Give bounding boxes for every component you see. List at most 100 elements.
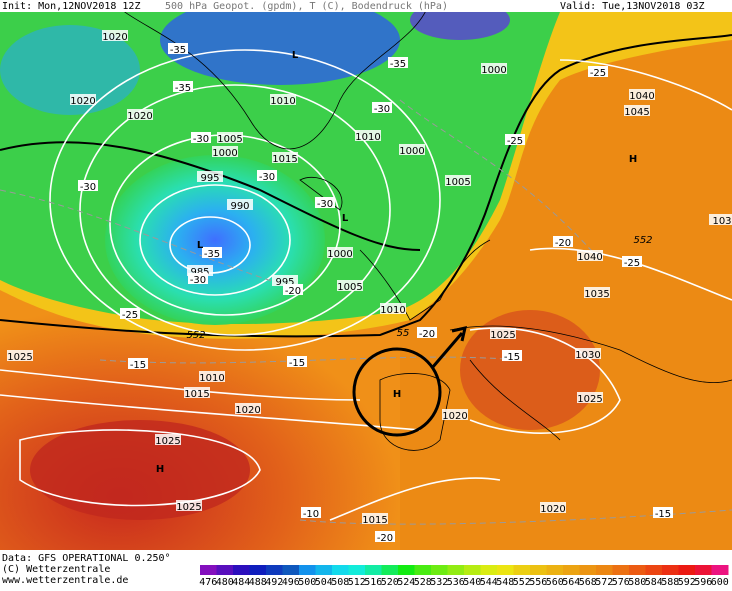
colorbar-swatch [233, 565, 250, 575]
colorbar-label: 592 [678, 577, 696, 587]
colorbar-swatch [546, 565, 564, 575]
isobar-label: 1005 [217, 134, 242, 145]
temperature-label-bg [78, 180, 98, 191]
temperature-label-bg [301, 507, 321, 518]
pressure-centre: H [156, 464, 164, 475]
isobar-label-bg [584, 287, 610, 298]
colorbar-label: 476 [199, 577, 217, 587]
isobar-label-bg [272, 152, 298, 163]
pressure-centre: H [393, 389, 401, 400]
colorbar-label: 532 [430, 577, 448, 587]
colorbar-label: 576 [612, 577, 630, 587]
temperature-label: -30 [259, 172, 275, 183]
isobar-label: 1020 [540, 504, 565, 515]
temperature-label-bg [188, 273, 208, 284]
colorbar-label: 504 [315, 577, 333, 587]
isobar-label-bg [481, 63, 507, 74]
temperature-label-bg [388, 57, 408, 68]
colorbar-swatch [266, 565, 283, 575]
isobar-label-bg [629, 89, 655, 100]
isobar-label-bg [272, 275, 298, 286]
isobar-label: 1025 [176, 502, 201, 513]
temperature-label-bg [257, 170, 277, 181]
isobar-label: 1040 [629, 91, 654, 102]
isobar-label: 1020 [127, 111, 152, 122]
isobar-label-bg [624, 105, 650, 116]
coastlines [109, 0, 732, 451]
colorbar-swatch [299, 565, 316, 575]
temperature-label: -20 [285, 286, 301, 297]
isobar-label: 1000 [327, 249, 352, 260]
colorbar-label: 536 [447, 577, 465, 587]
temperature-label-bg [120, 308, 140, 319]
isobar-label-bg [187, 265, 213, 276]
temperature-label-bg [505, 134, 525, 145]
isobar-label: 990 [230, 201, 249, 212]
colorbar-label: 496 [282, 577, 300, 587]
isobar-label: 1010 [380, 305, 405, 316]
colorbar-label: 512 [348, 577, 366, 587]
colorbar-swatch [282, 565, 300, 575]
header-bar [0, 0, 732, 12]
colorbar-label: 584 [645, 577, 663, 587]
colorbar-swatch [678, 565, 696, 575]
colorbar-label: 572 [595, 577, 613, 587]
colorbar-label: 596 [694, 577, 712, 587]
temperature-label-bg [622, 256, 642, 267]
warm-area [30, 420, 250, 520]
colorbar-label: 516 [364, 577, 382, 587]
isobar-label-bg [399, 144, 425, 155]
colorbar-swatch [695, 565, 712, 575]
isobar-label-bg [7, 350, 33, 361]
highlight-circle [352, 347, 442, 437]
cold-area [0, 25, 140, 115]
isobar-label-bg [327, 247, 353, 258]
isobar-label: 1025 [490, 330, 515, 341]
isobar-label-bg [577, 250, 603, 261]
colorbar-swatch [381, 565, 399, 575]
contour-label: 552 [633, 235, 652, 246]
temperature-label: -10 [303, 509, 319, 520]
isobar-label: 1005 [445, 177, 470, 188]
isobar-label-bg [127, 109, 153, 120]
isobar-label-bg [176, 500, 202, 511]
isobar-label: 1010 [199, 373, 224, 384]
temperature-label: -20 [377, 533, 393, 544]
colorbar-label: 508 [331, 577, 349, 587]
isobar-label: 1015 [184, 389, 209, 400]
colorbar-label: 544 [480, 577, 498, 587]
low-centre [105, 155, 325, 325]
colorbar-swatch [662, 565, 679, 575]
colorbar-label: 480 [216, 577, 234, 587]
temperature-label-bg [375, 531, 395, 542]
temperature-label-bg [417, 327, 437, 338]
colorbar-label: 556 [529, 577, 547, 587]
colorbar-swatch [579, 565, 597, 575]
colorbar-swatch [711, 565, 729, 575]
colorbar-label: 588 [661, 577, 679, 587]
temperature-label: -30 [317, 199, 333, 210]
pressure-centre: L [197, 240, 204, 251]
colorbar-swatch [464, 565, 481, 575]
contour-line [0, 34, 732, 338]
isobar-label: 1000 [481, 65, 506, 76]
map-title: 500 hPa Geopot. (gpdm), T (C), Bodendruc… [165, 1, 448, 12]
colorbar-label: 548 [496, 577, 514, 587]
colorbar-label: 492 [265, 577, 283, 587]
temperature-lines [0, 99, 732, 525]
temperature-label-bg [315, 197, 335, 208]
temperature-label: -30 [80, 182, 96, 193]
isobar-label-bg [70, 94, 96, 105]
contour-label: 55 [397, 328, 410, 339]
website: www.wetterzentrale.de [2, 575, 128, 586]
temperature-label: -30 [190, 275, 206, 286]
copyright: (C) Wetterzentrale [2, 564, 110, 575]
pressure-centre: H [629, 154, 637, 165]
temperature-label: -20 [555, 238, 571, 249]
colorbar-label: 500 [298, 577, 316, 587]
isobar-label: 1020 [102, 32, 127, 43]
isobar-label-bg [235, 403, 261, 414]
isobar-label-bg [355, 130, 381, 141]
temperature-label: -15 [289, 358, 305, 369]
